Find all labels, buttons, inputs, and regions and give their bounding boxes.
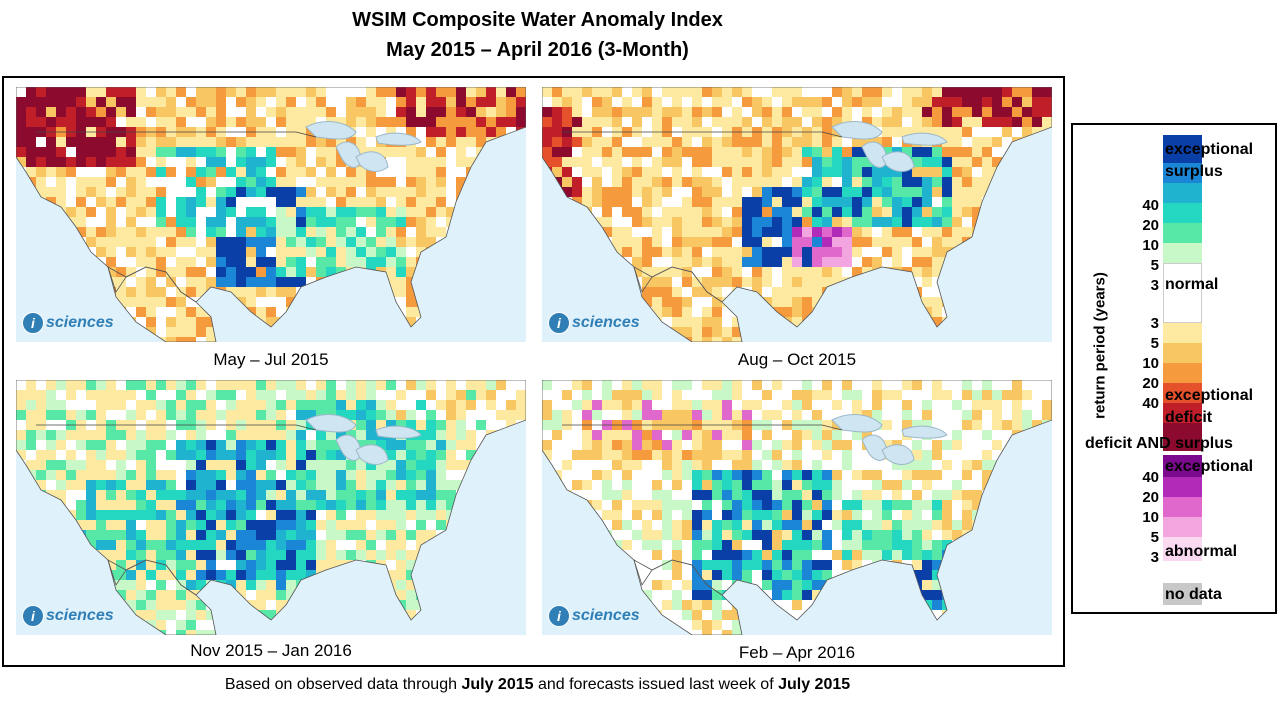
- legend-tick: 10: [1142, 509, 1159, 526]
- data-source-note: Based on observed data through July 2015…: [224, 676, 851, 693]
- isciences-logo-icon: i: [22, 605, 44, 627]
- great-lake: [355, 151, 389, 172]
- isciences-logo: i sciences: [548, 312, 640, 334]
- legend-swatch-deficit-40: [1163, 403, 1202, 423]
- legend-tick: 20: [1142, 489, 1159, 506]
- legend-tick: 40: [1142, 395, 1159, 412]
- map-subtitle: May 2015 – April 2016 (3-Month): [386, 39, 689, 61]
- panel-caption: Nov 2015 – Jan 2016: [190, 641, 352, 660]
- legend-label-both-exceptional: exceptional: [1165, 458, 1254, 475]
- legend-tick: 5: [1150, 529, 1159, 546]
- legend-tick: 3: [1150, 549, 1159, 566]
- legend-axis-title: return period (years): [1091, 272, 1109, 419]
- legend-swatch-surplus-10: [1163, 203, 1202, 223]
- legend: return period (years) 40 20 10 5 3 3 5 1…: [1071, 123, 1277, 614]
- isciences-logo: i sciences: [548, 605, 640, 627]
- map-panel-may-jul-2015: i sciences: [16, 87, 526, 342]
- isciences-logo: i sciences: [22, 605, 114, 627]
- legend-label-surplus-line1: exceptional: [1165, 141, 1254, 158]
- great-lake: [901, 132, 948, 146]
- national-border: [36, 131, 317, 138]
- legend-tick: 20: [1142, 217, 1159, 234]
- anomaly-grid: [16, 87, 526, 342]
- legend-swatch-surplus-3: [1163, 243, 1202, 263]
- legend-swatch-both-10: [1163, 517, 1202, 537]
- legend-tick: 10: [1142, 237, 1159, 254]
- legend-tick: 40: [1142, 197, 1159, 214]
- great-lake: [901, 425, 948, 439]
- legend-swatch-deficit-3: [1163, 323, 1202, 343]
- great-lake: [831, 121, 883, 140]
- map-panel-nov-2015-jan-2016: i sciences: [16, 380, 526, 635]
- legend-label-normal: normal: [1165, 276, 1219, 293]
- coastline: [107, 559, 217, 635]
- anomaly-grid: [542, 87, 1052, 342]
- legend-tick: 3: [1150, 315, 1159, 332]
- legend-swatch-both-exceptional: [1163, 455, 1202, 477]
- coastline: [16, 380, 526, 621]
- coastline: [16, 87, 526, 328]
- map-title: WSIM Composite Water Anomaly Index: [352, 9, 723, 31]
- legend-label-deficit-line1: exceptional: [1165, 387, 1254, 404]
- legend-tick: 40: [1142, 469, 1159, 486]
- panel-caption: Aug – Oct 2015: [737, 350, 857, 369]
- legend-swatch-deficit-exceptional: [1163, 423, 1202, 451]
- coastline: [633, 266, 743, 342]
- legend-label-no-data: no data: [1165, 586, 1222, 603]
- isciences-logo-icon: i: [548, 312, 570, 334]
- legend-tick: 10: [1142, 355, 1159, 372]
- great-lake: [305, 121, 357, 140]
- anomaly-grid: [542, 380, 1052, 635]
- coastline: [107, 266, 217, 342]
- legend-swatch-no-data: [1163, 583, 1202, 605]
- legend-label-both-title: deficit AND surplus: [1085, 435, 1233, 452]
- great-lake: [831, 414, 883, 433]
- anomaly-map-4: [542, 380, 1052, 635]
- legend-swatch-deficit-5: [1163, 343, 1202, 363]
- legend-swatch-surplus-5: [1163, 223, 1202, 243]
- legend-swatch-surplus-40: [1163, 163, 1202, 183]
- anomaly-grid: [16, 380, 526, 635]
- legend-label-surplus-line2: surplus: [1165, 163, 1223, 180]
- map-panel-aug-oct-2015: i sciences: [542, 87, 1052, 342]
- legend-label-both-abnormal: abnormal: [1165, 543, 1238, 560]
- national-border: [562, 424, 843, 431]
- legend-swatch-both-40: [1163, 477, 1202, 497]
- coastline: [633, 559, 743, 635]
- great-lake: [355, 444, 389, 465]
- map-panel-feb-apr-2016: i sciences: [542, 380, 1052, 635]
- great-lake: [375, 132, 422, 146]
- great-lake: [881, 444, 915, 465]
- maps-frame: i sciences May – Jul 2015 i sciences Aug…: [2, 76, 1065, 667]
- great-lake: [375, 425, 422, 439]
- legend-swatch-surplus-exceptional: [1163, 135, 1202, 163]
- legend-label-deficit-line2: deficit: [1165, 409, 1213, 426]
- isciences-logo-icon: i: [22, 312, 44, 334]
- great-lake: [881, 151, 915, 172]
- national-border: [36, 424, 317, 431]
- legend-tick: 3: [1150, 277, 1159, 294]
- isciences-logo: i sciences: [22, 312, 114, 334]
- legend-tick: 5: [1150, 335, 1159, 352]
- legend-tick: 5: [1150, 257, 1159, 274]
- national-border: [562, 131, 843, 138]
- legend-swatch-deficit-20: [1163, 383, 1202, 403]
- legend-swatch-normal: [1163, 263, 1202, 323]
- legend-tick: 20: [1142, 375, 1159, 392]
- coastline: [542, 380, 1052, 621]
- legend-swatch-both-20: [1163, 497, 1202, 517]
- anomaly-map-2: [542, 87, 1052, 342]
- legend-swatch-deficit-10: [1163, 363, 1202, 383]
- coastline: [542, 87, 1052, 328]
- legend-swatch-both-5: [1163, 537, 1202, 561]
- great-lake: [305, 414, 357, 433]
- anomaly-map-3: [16, 380, 526, 635]
- anomaly-map-1: [16, 87, 526, 342]
- legend-swatch-surplus-20: [1163, 183, 1202, 203]
- panel-caption: Feb – Apr 2016: [738, 643, 856, 662]
- isciences-logo-icon: i: [548, 605, 570, 627]
- panel-caption: May – Jul 2015: [213, 350, 329, 369]
